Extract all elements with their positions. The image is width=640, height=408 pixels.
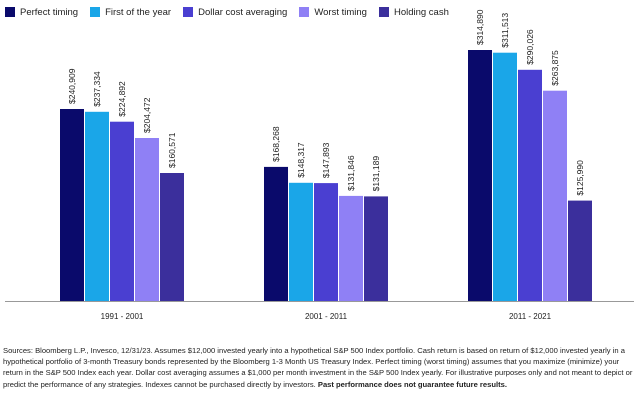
bar-value-label: $240,909 — [67, 68, 77, 104]
bar-value-label: $168,268 — [271, 126, 281, 162]
legend-label: Dollar cost averaging — [198, 6, 288, 18]
bar — [543, 90, 567, 301]
legend-item-perfect-timing: Perfect timing — [5, 7, 78, 18]
legend-label: Perfect timing — [20, 6, 79, 18]
bar-value-label: $131,189 — [371, 156, 381, 192]
bar-value-label: $147,893 — [321, 142, 331, 178]
category-label: 2001 - 2011 — [305, 312, 348, 321]
bar-value-label: $204,472 — [142, 97, 152, 133]
legend-swatch — [378, 7, 389, 17]
bar-value-label: $125,990 — [575, 160, 585, 196]
bar-value-label: $148,317 — [296, 142, 306, 178]
legend-swatch — [299, 7, 310, 17]
legend-swatch — [183, 7, 194, 17]
footnote: Sources: Bloomberg L.P., Invesco, 12/31/… — [3, 345, 637, 390]
bar-value-label: $237,334 — [92, 71, 102, 107]
legend-item-first-of-the-year: First of the year — [90, 7, 171, 18]
footnote-disclaimer: Past performance does not guarantee futu… — [317, 379, 507, 389]
category-label: 2011 - 2021 — [509, 312, 552, 321]
bar-value-label: $314,890 — [475, 9, 485, 45]
bar-value-label: $263,875 — [550, 50, 560, 86]
legend-label: First of the year — [105, 6, 172, 18]
bar — [364, 196, 388, 301]
bar — [85, 111, 109, 301]
bar — [468, 50, 492, 301]
category-label: 1991 - 2001 — [101, 312, 144, 321]
bar-value-label: $131,846 — [346, 155, 356, 191]
bar — [339, 195, 363, 301]
bar — [314, 183, 338, 301]
legend-swatch — [5, 7, 15, 17]
bar — [264, 166, 288, 301]
bar — [135, 138, 159, 301]
bar-chart: $240,909 $237,334 $224,892 $204,472 $160,571… — [5, 9, 634, 321]
legend-item-holding-cash: Holding cash — [378, 6, 449, 18]
bar — [493, 52, 517, 302]
bar — [518, 69, 542, 301]
legend-label: Worst timing — [314, 6, 367, 18]
bar — [160, 173, 184, 301]
chart-legend: Perfect timing First of the year Dollar … — [5, 5, 449, 19]
bar-value-label: $290,026 — [525, 29, 535, 65]
legend-label: Holding cash — [393, 6, 449, 18]
legend-item-dollar-cost-averaging: Dollar cost averaging — [183, 7, 287, 18]
legend-swatch — [90, 7, 101, 17]
bar-value-label: $224,892 — [117, 81, 127, 117]
bar-value-label: $311,513 — [500, 13, 510, 48]
footnote-text: Sources: Bloomberg L.P., Invesco, 12/31/… — [3, 346, 633, 389]
bar — [60, 109, 84, 301]
bar — [110, 121, 134, 301]
bar — [289, 182, 313, 301]
bar — [568, 200, 592, 301]
legend-item-worst-timing: Worst timing — [299, 7, 367, 18]
bar-value-label: $160,571 — [167, 132, 177, 168]
